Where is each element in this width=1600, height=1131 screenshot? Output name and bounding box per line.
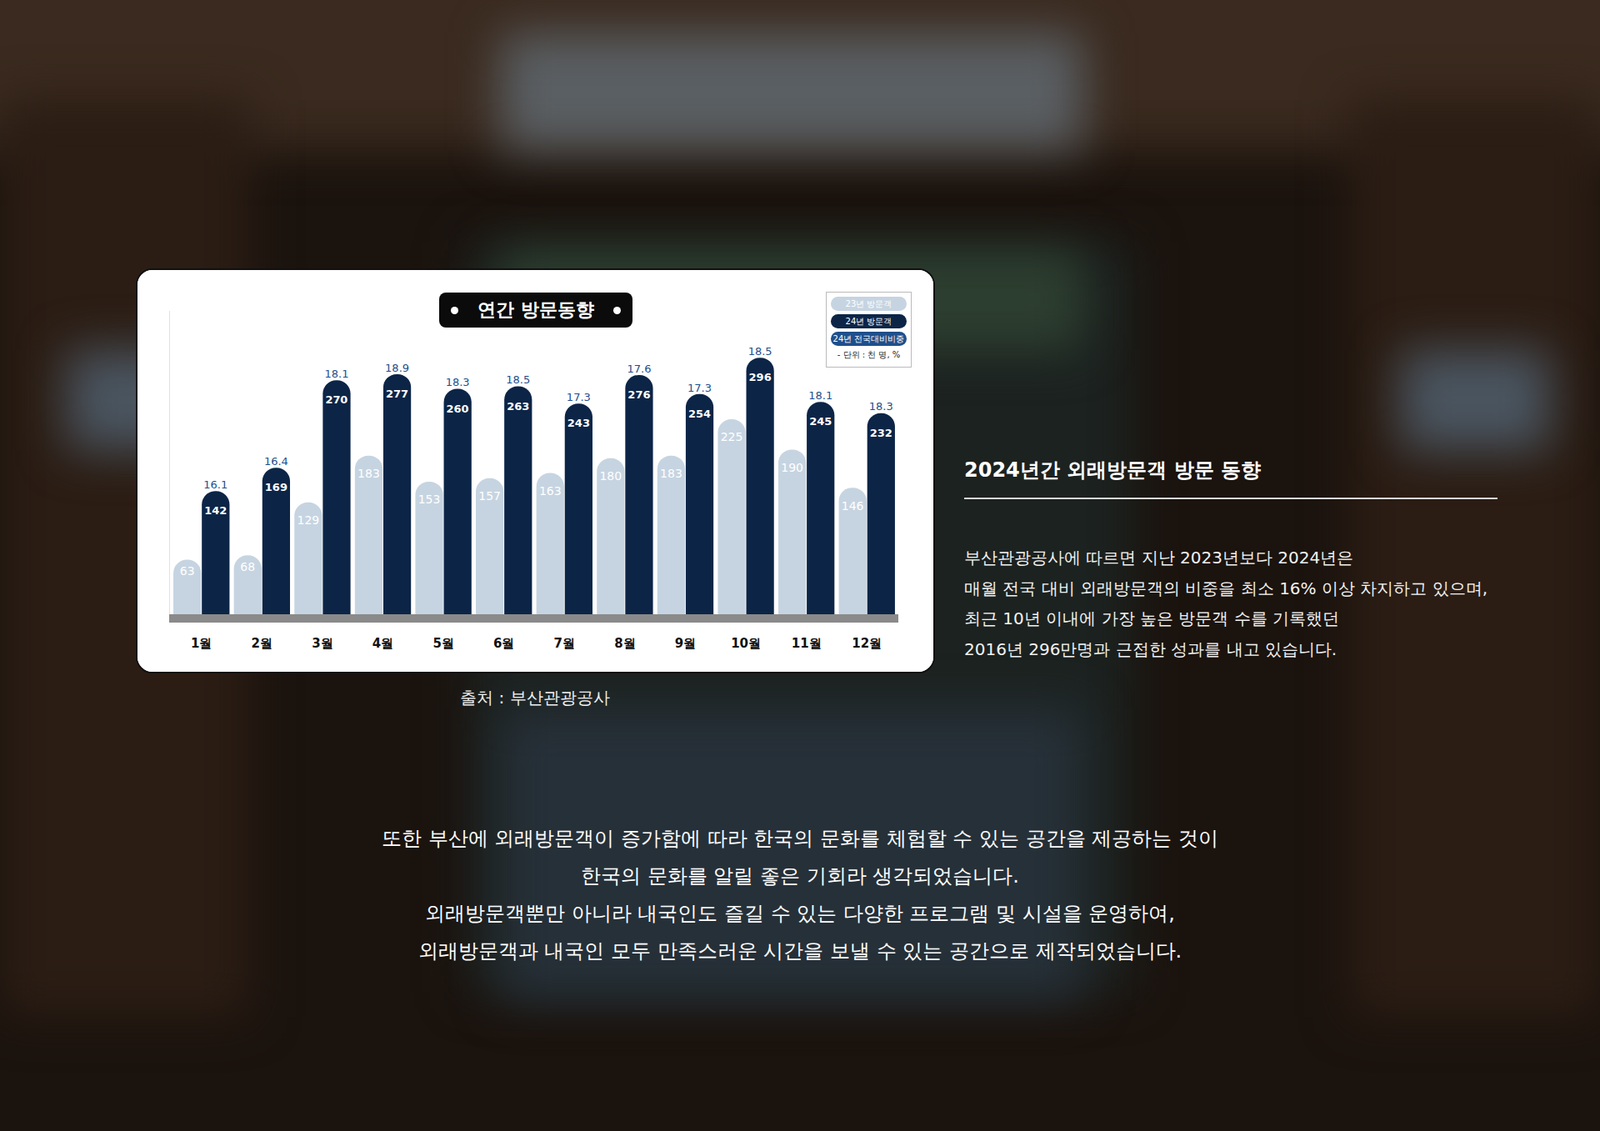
html-text:최근 10년 이내에 가장 높은 방문객 수를 기록했던: 최근 10년 이내에 가장 높은 방문객 수를 기록했던 — [964, 608, 1340, 629]
svg-text:8월: 8월 — [614, 635, 635, 651]
html-text:연간 방문동향: 연간 방문동향 — [477, 299, 594, 320]
svg-text:129: 129 — [297, 513, 320, 527]
html-text:한국의 문화를 알릴 좋은 기회라 생각되었습니다.: 한국의 문화를 알릴 좋은 기회라 생각되었습니다. — [580, 864, 1020, 888]
svg-text:68: 68 — [240, 560, 255, 574]
svg-text:157: 157 — [478, 489, 501, 503]
svg-text:63: 63 — [180, 564, 195, 578]
svg-text:10월: 10월 — [730, 635, 761, 651]
svg-text:243: 243 — [567, 416, 590, 430]
html-text:24년 방문객: 24년 방문객 — [845, 316, 893, 326]
svg-text:6월: 6월 — [493, 635, 515, 651]
svg-text:260: 260 — [446, 402, 470, 415]
svg-text:276: 276 — [627, 388, 650, 401]
svg-text:7월: 7월 — [554, 635, 575, 651]
svg-text:190: 190 — [780, 460, 804, 475]
svg-text:153: 153 — [418, 492, 441, 506]
svg-text:5월: 5월 — [432, 635, 454, 651]
svg-text:263: 263 — [506, 400, 530, 413]
svg-text:16.1: 16.1 — [203, 478, 228, 491]
html-text:출처 : 부산관광공사: 출처 : 부산관광공사 — [460, 687, 610, 708]
html-text:매월 전국 대비 외래방문객의 비중을 최소 16% 이상: 매월 전국 대비 외래방문객의 비중을 최소 16% 이상 차지하고 있으며, — [964, 577, 1488, 598]
svg-text:277: 277 — [385, 387, 409, 400]
svg-text:18.9: 18.9 — [385, 361, 410, 375]
svg-text:163: 163 — [539, 484, 562, 498]
svg-text:18.1: 18.1 — [808, 389, 833, 402]
svg-text:232: 232 — [870, 426, 893, 440]
svg-text:2월: 2월 — [251, 635, 273, 651]
svg-text:254: 254 — [688, 407, 711, 420]
html-text:23년 방문객: 23년 방문객 — [845, 299, 893, 309]
svg-text:18.3: 18.3 — [869, 400, 894, 413]
svg-text:225: 225 — [720, 430, 744, 444]
html-text:또한 부산에 외래방문객이 증가함에 따라 한국의 문화를: 또한 부산에 외래방문객이 증가함에 따라 한국의 문화를 체험할 수 있는 공… — [381, 826, 1219, 850]
html-text:부산관광공사에 따르면 지난 2023년보다 2024년은: 부산관광공사에 따르면 지난 2023년보다 2024년은 — [964, 547, 1354, 568]
svg-text:245: 245 — [809, 415, 832, 428]
html-text:24년 전국대비비중: 24년 전국대비비중 — [832, 334, 905, 344]
html-text:외래방문객뿐만 아니라 내국인도 즐길 수 있는 다양한 프: 외래방문객뿐만 아니라 내국인도 즐길 수 있는 다양한 프로그램 및 시설을 … — [425, 901, 1175, 925]
html-text:- 단위 : 천 명, %: - 단위 : 천 명, % — [837, 350, 901, 360]
svg-text:142: 142 — [204, 504, 227, 517]
html-text:2024년간 외래방문객 방문 동향: 2024년간 외래방문객 방문 동향 — [964, 458, 1261, 482]
svg-text:9월: 9월 — [675, 635, 696, 651]
svg-text:18.5: 18.5 — [748, 345, 773, 358]
svg-text:17.3: 17.3 — [566, 390, 591, 404]
svg-text:180: 180 — [599, 469, 622, 483]
svg-text:169: 169 — [265, 480, 288, 494]
svg-text:16.4: 16.4 — [264, 455, 289, 468]
svg-text:18.3: 18.3 — [445, 375, 470, 389]
svg-text:17.3: 17.3 — [687, 381, 712, 395]
svg-text:183: 183 — [357, 466, 380, 480]
svg-text:270: 270 — [325, 393, 348, 406]
svg-text:18.1: 18.1 — [325, 367, 350, 380]
svg-text:4월: 4월 — [372, 635, 394, 651]
svg-text:17.6: 17.6 — [626, 362, 651, 375]
svg-text:18.5: 18.5 — [505, 373, 530, 386]
svg-text:183: 183 — [660, 466, 683, 480]
svg-text:1월: 1월 — [190, 635, 212, 651]
svg-text:3월: 3월 — [311, 635, 333, 651]
svg-text:11월: 11월 — [791, 635, 822, 651]
html-text:외래방문객과 내국인 모두 만족스러운 시간을 보낼 수 있: 외래방문객과 내국인 모두 만족스러운 시간을 보낼 수 있는 공간으로 제작되… — [418, 939, 1182, 963]
html-text:2016년 296만명과 근접한 성과를 내고 있습니다.: 2016년 296만명과 근접한 성과를 내고 있습니다. — [964, 638, 1337, 659]
svg-text:296: 296 — [749, 370, 772, 384]
svg-text:146: 146 — [841, 499, 865, 513]
svg-text:12월: 12월 — [851, 635, 882, 651]
